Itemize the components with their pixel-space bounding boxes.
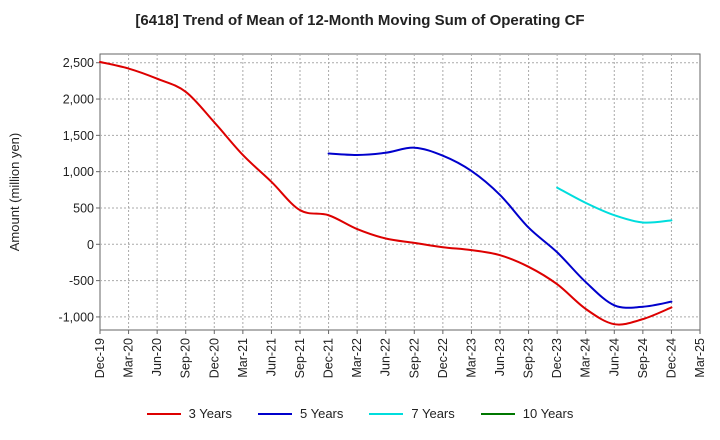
x-tick-label: Jun-21 xyxy=(264,338,278,376)
x-tick-label: Mar-20 xyxy=(122,338,136,378)
grid-layer xyxy=(100,54,700,330)
y-tick-label: 0 xyxy=(87,238,94,252)
legend-swatch xyxy=(258,412,292,415)
y-axis-label: Amount (million yen) xyxy=(7,133,22,252)
y-tick-label: 2,000 xyxy=(63,93,94,107)
x-tick-label: Dec-23 xyxy=(550,338,564,378)
x-tick-label: Mar-23 xyxy=(464,338,478,378)
y-tick-label: 1,500 xyxy=(63,129,94,143)
x-tick-label: Jun-23 xyxy=(493,338,507,376)
legend-item-10-years: 10 Years xyxy=(480,406,574,421)
legend-swatch xyxy=(146,412,181,415)
series-line-3-years xyxy=(99,60,673,326)
x-tick-label: Dec-19 xyxy=(93,338,107,378)
y-tick-label: -1,000 xyxy=(59,310,94,324)
x-tick-label: Mar-24 xyxy=(579,338,593,378)
legend-label: 3 Years xyxy=(188,406,232,421)
x-tick-label: Sep-22 xyxy=(407,338,421,378)
legend-label: 7 Years xyxy=(411,406,455,421)
legend-item-3-years: 3 Years xyxy=(146,406,232,421)
y-tick-label: -500 xyxy=(69,274,94,288)
x-tick-label: Sep-21 xyxy=(293,338,307,378)
series-layer xyxy=(99,60,673,326)
y-tick-label: 2,500 xyxy=(63,56,94,70)
x-tick-label: Jun-22 xyxy=(379,338,393,376)
series-line-5-years xyxy=(327,146,673,309)
x-tick-label: Sep-20 xyxy=(179,338,193,378)
legend-swatch xyxy=(369,412,404,415)
legend-label: 5 Years xyxy=(300,406,344,421)
x-tick-label: Dec-24 xyxy=(664,338,678,378)
legend-label: 10 Years xyxy=(522,406,574,421)
legend-swatch xyxy=(480,412,515,415)
x-tick-label: Sep-24 xyxy=(636,338,650,378)
x-tick-label: Dec-20 xyxy=(207,338,221,378)
x-tick-label: Jun-24 xyxy=(607,338,621,376)
x-tick-label: Mar-22 xyxy=(350,338,364,378)
y-tick-label: 500 xyxy=(73,201,94,215)
x-tick-label: Jun-20 xyxy=(150,338,164,376)
legend-item-5-years: 5 Years xyxy=(258,406,343,421)
plot-area xyxy=(99,53,701,331)
x-tick-label: Sep-23 xyxy=(522,338,536,378)
legend: 3 Years 5 Years 7 Years 10 Years xyxy=(0,406,720,421)
axis-layer: 2,500 2,000 1,500 1,000 500 0 -500 -1,000 Dec-19… xyxy=(59,56,707,378)
x-tick-label: Mar-25 xyxy=(693,338,707,378)
y-tick-label: 1,000 xyxy=(63,165,94,179)
x-tick-label: Dec-21 xyxy=(322,338,336,378)
legend-item-7-years: 7 Years xyxy=(369,406,455,421)
x-tick-label: Mar-21 xyxy=(236,338,250,378)
x-tick-label: Dec-22 xyxy=(436,338,450,378)
series-line-7-years xyxy=(556,186,673,224)
chart-title: [6418] Trend of Mean of 12-Month Moving … xyxy=(135,12,585,29)
